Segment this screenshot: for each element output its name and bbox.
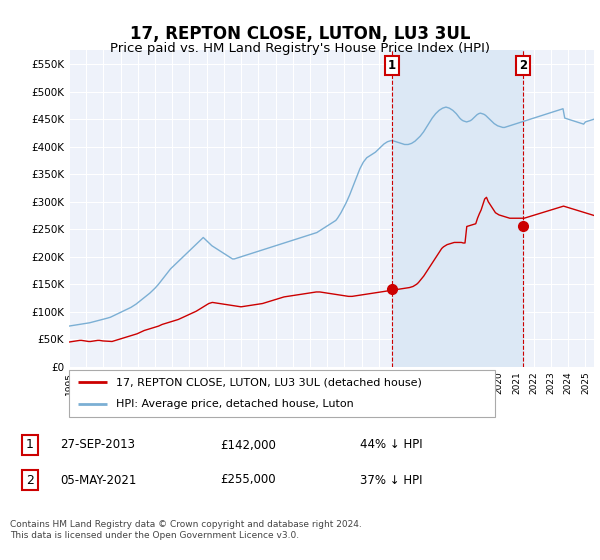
Text: HPI: Average price, detached house, Luton: HPI: Average price, detached house, Luto… — [116, 399, 353, 409]
Text: 1: 1 — [388, 59, 396, 72]
Text: 17, REPTON CLOSE, LUTON, LU3 3UL: 17, REPTON CLOSE, LUTON, LU3 3UL — [130, 25, 470, 43]
Bar — [392, 50, 523, 367]
Text: £255,000: £255,000 — [220, 474, 275, 487]
Text: 05-MAY-2021: 05-MAY-2021 — [60, 474, 136, 487]
FancyBboxPatch shape — [69, 370, 495, 417]
Text: 44% ↓ HPI: 44% ↓ HPI — [360, 438, 422, 451]
Text: £142,000: £142,000 — [220, 438, 276, 451]
Text: 2: 2 — [26, 474, 34, 487]
Text: 1: 1 — [26, 438, 34, 451]
Text: 2: 2 — [519, 59, 527, 72]
Text: 17, REPTON CLOSE, LUTON, LU3 3UL (detached house): 17, REPTON CLOSE, LUTON, LU3 3UL (detach… — [116, 377, 422, 388]
Text: Contains HM Land Registry data © Crown copyright and database right 2024.
This d: Contains HM Land Registry data © Crown c… — [10, 520, 362, 540]
Text: 27-SEP-2013: 27-SEP-2013 — [60, 438, 135, 451]
Text: 37% ↓ HPI: 37% ↓ HPI — [360, 474, 422, 487]
Text: Price paid vs. HM Land Registry's House Price Index (HPI): Price paid vs. HM Land Registry's House … — [110, 42, 490, 55]
